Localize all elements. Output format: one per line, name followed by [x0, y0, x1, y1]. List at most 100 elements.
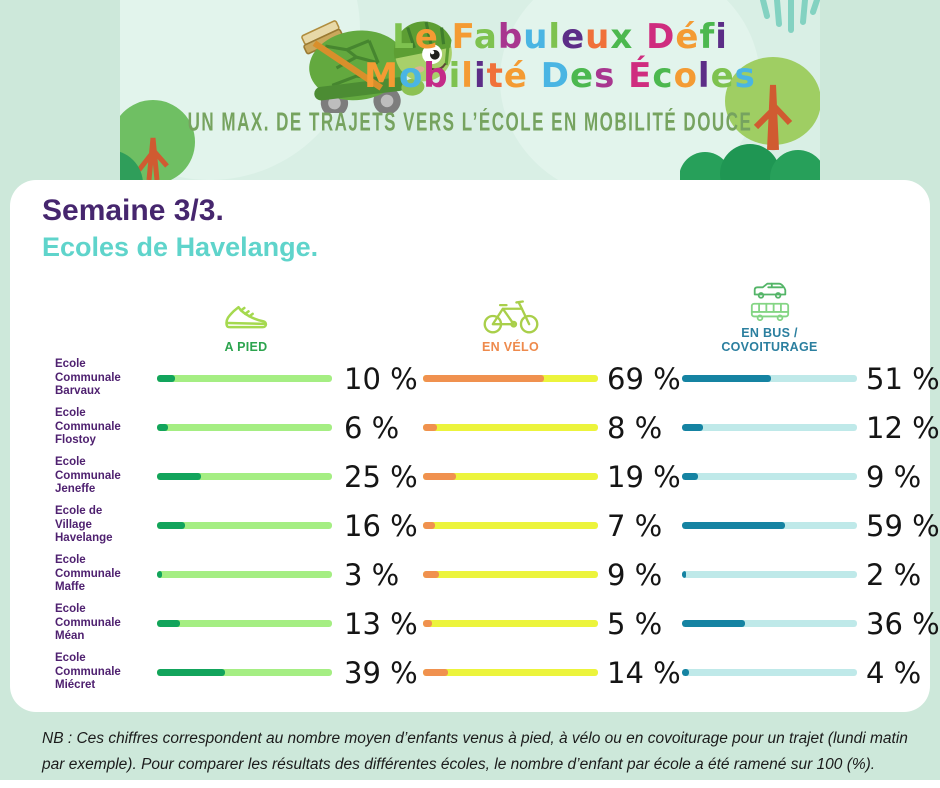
grass-icon [760, 0, 820, 33]
bus-bar [682, 424, 857, 431]
sky-patch [500, 0, 760, 180]
walk-bar [157, 424, 335, 431]
bus-bar-fill [682, 669, 689, 676]
bike-bar-fill [423, 669, 448, 676]
school-label: Ecole Communale Flostoy [55, 407, 121, 447]
bus-icon [750, 302, 789, 321]
walk-bar [157, 571, 335, 578]
bike-bar-fill [423, 522, 436, 529]
bike-bar-fill [423, 424, 437, 431]
bus-bar-fill [682, 620, 745, 627]
table-row: Ecole Communale Jeneffe 25 % 19 % 9 % [45, 452, 930, 501]
bus-value: 36 % [866, 606, 940, 641]
bike-bar [423, 620, 598, 627]
column-label: EN VÉLO [482, 340, 539, 354]
bike-bar-fill [423, 473, 457, 480]
bus-bar [682, 375, 857, 382]
tree-icon [120, 100, 195, 180]
banner-title-line1: Le Fabuleux Défi [392, 17, 728, 57]
walk-value: 3 % [344, 557, 400, 592]
bus-value: 9 % [866, 459, 922, 494]
table-row: Ecole de Village Havelange 16 % 7 % 59 % [45, 501, 940, 550]
turtle-icon [301, 20, 452, 113]
header-banner: Le Fabuleux Défi Mobilité Des Écoles UN … [120, 0, 820, 180]
bus-bar [682, 620, 857, 627]
bus-bar [682, 473, 857, 480]
walk-bar [157, 375, 335, 382]
week-heading: Semaine 3/3. [42, 194, 224, 227]
bike-bar [423, 522, 598, 529]
table-row: Ecole Communale Miécret 39 % 14 % 4 % [45, 648, 930, 697]
walk-bar [157, 620, 335, 627]
bike-bar-fill [423, 571, 439, 578]
column-header-bike: EN VÉLO [423, 278, 598, 354]
banner-title: Le Fabuleux Défi Mobilité Des Écoles [320, 18, 800, 96]
banner-subtitle: UN MAX. DE TRAJETS VERS L’ÉCOLE EN MOBIL… [187, 108, 753, 137]
walk-bar-fill [157, 375, 175, 382]
walk-bar [157, 669, 335, 676]
bus-bar [682, 571, 857, 578]
bike-bar [423, 375, 598, 382]
column-header-walk: A PIED [157, 278, 335, 354]
walk-bar-fill [157, 620, 180, 627]
table-row: Ecole Communale Barvaux 10 % 69 % 51 % [45, 354, 940, 403]
table-row: Ecole Communale Maffe 3 % 9 % 2 % [45, 550, 930, 599]
bus-bar [682, 522, 857, 529]
bicycle-icon [483, 300, 538, 334]
table-row: Ecole Communale Méan 13 % 5 % 36 % [45, 599, 940, 648]
schools-subheading: Ecoles de Havelange. [42, 232, 319, 262]
bus-bar-fill [682, 375, 772, 382]
school-label: Ecole Communale Maffe [55, 554, 121, 594]
walk-value: 16 % [344, 508, 418, 543]
bike-value: 9 % [607, 557, 663, 592]
bus-bar [682, 669, 857, 676]
column-header-row: A PIED EN VÉLO [45, 278, 930, 354]
school-label: Ecole Communale Méan [55, 603, 121, 643]
bike-bar-fill [423, 375, 544, 382]
bus-value: 51 % [866, 361, 940, 396]
school-label: Ecole Communale Miécret [55, 652, 121, 692]
column-header-bus: EN BUS / COVOITURAGE [682, 278, 857, 354]
bike-value: 19 % [607, 459, 681, 494]
bike-bar [423, 473, 598, 480]
school-label: Ecole Communale Barvaux [55, 358, 121, 398]
column-label: A PIED [224, 340, 268, 354]
walk-bar-fill [157, 424, 168, 431]
bike-value: 69 % [607, 361, 681, 396]
shoe-icon [225, 305, 268, 329]
mobility-chart: A PIED EN VÉLO [45, 278, 940, 697]
walk-value: 10 % [344, 361, 418, 396]
bike-bar [423, 424, 598, 431]
report-card: Semaine 3/3. Ecoles de Havelange. A PIED [10, 180, 940, 712]
bus-bar-fill [682, 424, 703, 431]
column-label: EN BUS / COVOITURAGE [721, 326, 818, 354]
walk-bar-fill [157, 522, 185, 529]
bus-bar-fill [682, 522, 786, 529]
bike-value: 5 % [607, 606, 663, 641]
bus-value: 4 % [866, 655, 922, 690]
bike-value: 8 % [607, 410, 663, 445]
bus-value: 12 % [866, 410, 940, 445]
walk-value: 25 % [344, 459, 418, 494]
bike-value: 7 % [607, 508, 663, 543]
walk-bar-fill [157, 571, 163, 578]
walk-bar [157, 473, 335, 480]
bus-bar-fill [682, 571, 686, 578]
walk-value: 13 % [344, 606, 418, 641]
walk-value: 6 % [344, 410, 400, 445]
walk-bar [157, 522, 335, 529]
footnote: NB : Ces chiffres correspondent au nombr… [42, 730, 908, 774]
banner-title-line2: Mobilité Des Écoles [364, 56, 756, 96]
bus-bar-fill [682, 473, 698, 480]
school-label: Ecole Communale Jeneffe [55, 456, 121, 496]
bottom-strip [0, 780, 940, 788]
table-row: Ecole Communale Flostoy 6 % 8 % 12 % [45, 403, 940, 452]
bike-bar [423, 669, 598, 676]
walk-value: 39 % [344, 655, 418, 690]
tree-icon [725, 57, 820, 151]
bus-value: 59 % [866, 508, 940, 543]
bike-bar [423, 571, 598, 578]
carpool-car-icon [753, 282, 786, 299]
walk-bar-fill [157, 669, 226, 676]
bus-value: 2 % [866, 557, 922, 592]
